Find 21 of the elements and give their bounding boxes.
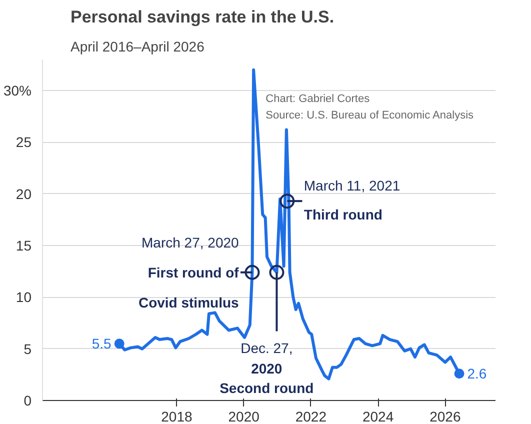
y-tick-label: 10 (16, 289, 32, 306)
chart-title: Personal savings rate in the U.S. (70, 8, 334, 26)
annotation: March 11, 2021 Third round (304, 178, 400, 222)
annotation: Chart: Gabriel Cortes (266, 92, 370, 105)
data-label: 5.5 (92, 336, 112, 352)
annotation: March 27, 2020 First round of Covid stimulus (138, 234, 240, 310)
y-tick-label: 15 (16, 238, 32, 254)
y-tick-label: 0 (24, 392, 32, 408)
annotation: Source: U.S. Bureau of Economic Analysis (266, 109, 474, 122)
y-tick-label: 5 (24, 340, 32, 357)
y-tick-label: 20 (16, 186, 32, 202)
y-tick-label: 30% (3, 82, 32, 98)
x-tick-label: 2024 (362, 408, 394, 424)
chart-subtitle: April 2016–April 2026 (70, 38, 205, 54)
x-tick-label: 2022 (295, 408, 327, 424)
annotation: Dec. 27, 2020 Second round (220, 340, 314, 396)
data-label: 2.6 (467, 366, 487, 382)
y-tick-label: 25 (16, 134, 32, 150)
x-tick-label: 2018 (161, 408, 193, 424)
x-tick-label: 2020 (228, 408, 260, 424)
x-tick-label: 2026 (430, 408, 461, 424)
